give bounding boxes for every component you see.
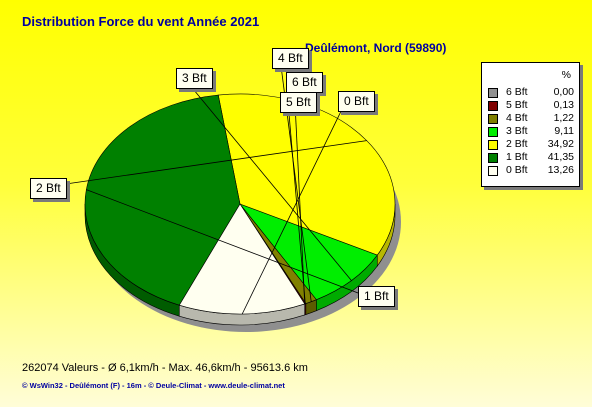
legend-swatch [488, 88, 498, 98]
legend-swatch [488, 114, 498, 124]
callout-3bft: 3 Bft [176, 68, 213, 89]
legend-value: 1,22 [553, 112, 574, 124]
legend-label: 6 Bft [506, 86, 528, 98]
callout-2bft: 2 Bft [30, 178, 67, 199]
callout-5bft: 5 Bft [280, 92, 317, 113]
legend-swatch [488, 127, 498, 137]
legend-item: 2 Bft 34,92 [488, 138, 574, 150]
callout-4bft: 4 Bft [272, 48, 309, 69]
callout-6bft: 6 Bft [286, 72, 323, 93]
callout-leader [86, 189, 367, 297]
legend-label: 0 Bft [506, 164, 528, 176]
chart-subtitle: Deûlémont, Nord (59890) [305, 41, 447, 55]
legend-item: 4 Bft 1,22 [488, 112, 574, 124]
callout-leader [293, 81, 306, 304]
legend-label: 4 Bft [506, 112, 528, 124]
legend-value: 0,13 [553, 99, 574, 111]
callout-0bft: 0 Bft [338, 91, 375, 112]
legend-label: 2 Bft [506, 138, 528, 150]
legend-value: 0,00 [553, 86, 574, 98]
footer-credits: © WsWin32 - Deûlémont (F) - 16m - © Deul… [22, 381, 285, 390]
callout-1bft: 1 Bft [358, 286, 395, 307]
legend-swatch [488, 140, 498, 150]
stats-line: 262074 Valeurs - Ø 6,1km/h - Max. 46,6km… [22, 362, 308, 374]
legend-value: 9,11 [554, 125, 574, 137]
legend-swatch [488, 101, 498, 111]
legend-item: 5 Bft 0,13 [488, 99, 574, 111]
legend-item: 6 Bft 0,00 [488, 86, 574, 98]
legend-value: 13,26 [547, 164, 574, 176]
legend-item: 1 Bft 41,35 [488, 151, 574, 163]
legend-item: 0 Bft 13,26 [488, 164, 574, 176]
chart-title: Distribution Force du vent Année 2021 [22, 14, 260, 29]
legend-label: 5 Bft [506, 99, 528, 111]
legend-label: 3 Bft [506, 125, 528, 137]
legend-item: 3 Bft 9,11 [488, 125, 574, 137]
callout-leader [183, 77, 352, 281]
legend-label: 1 Bft [506, 151, 528, 163]
legend-value: 34,92 [547, 138, 574, 150]
legend: % 6 Bft 0,00 5 Bft 0,13 4 Bft 1,22 3 Bft 9,11 2 … [481, 62, 580, 187]
legend-value: 41,35 [547, 151, 574, 163]
callout-leader [37, 140, 367, 189]
legend-swatch [488, 166, 498, 176]
callout-leader [241, 100, 347, 315]
legend-header: % [561, 69, 571, 81]
legend-swatch [488, 153, 498, 163]
